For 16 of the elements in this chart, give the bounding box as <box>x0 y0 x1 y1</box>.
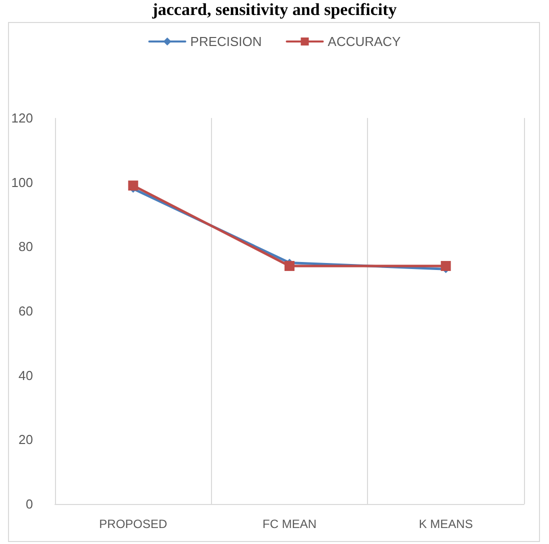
y-tick-label: 80 <box>18 239 33 254</box>
x-tick-label: FC MEAN <box>262 517 316 531</box>
x-tick-label: PROPOSED <box>99 517 168 531</box>
point <box>284 260 294 271</box>
point <box>128 180 138 191</box>
y-tick-label: 40 <box>18 368 33 383</box>
y-tick-label: 120 <box>11 110 33 126</box>
chart-title: jaccard, sensitivity and specificity <box>151 0 398 19</box>
y-tick-label: 100 <box>11 174 33 190</box>
y-tick-label: 0 <box>26 496 33 512</box>
legend-label: ACCURACY <box>328 34 402 49</box>
y-tick-label: 20 <box>18 432 33 448</box>
y-tick-label: 60 <box>18 304 33 318</box>
point <box>440 260 451 271</box>
x-tick-label: K MEANS <box>418 517 473 531</box>
legend-label: PRECISION <box>190 34 262 49</box>
